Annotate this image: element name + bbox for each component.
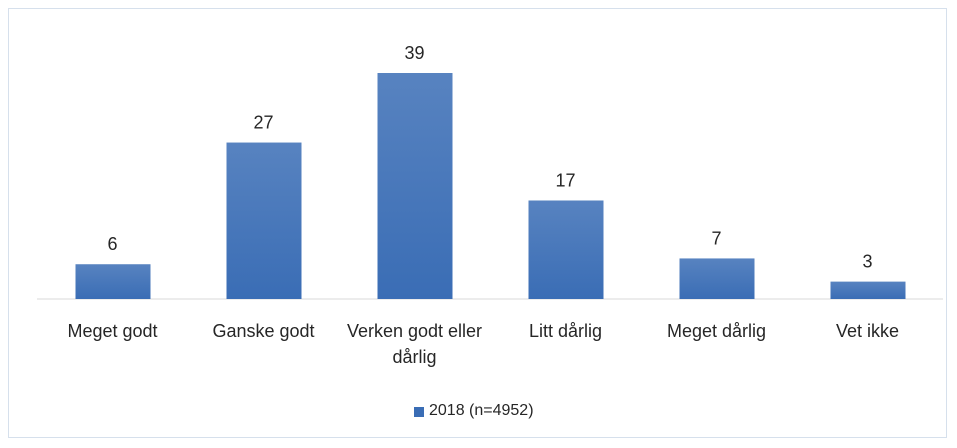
bar: [377, 73, 453, 299]
value-label: 3: [862, 252, 872, 272]
bar: [75, 264, 151, 299]
bar: [830, 281, 906, 299]
x-tick-label: Meget godt: [67, 321, 158, 341]
value-label: 39: [404, 43, 424, 63]
value-label: 7: [711, 228, 721, 248]
bar: [679, 258, 755, 299]
value-label: 17: [555, 170, 575, 190]
x-tick-label: Ganske godt: [212, 321, 315, 341]
x-tick-label: Litt dårlig: [528, 321, 603, 341]
legend-label: 2018 (n=4952): [429, 402, 534, 419]
value-label: 6: [107, 234, 117, 254]
x-tick-label: Meget dårlig: [666, 321, 767, 341]
x-tick-label: Verken godt eller dårlig: [346, 321, 483, 367]
bar: [226, 142, 302, 299]
bar: [528, 200, 604, 299]
x-tick-label: Vet ikke: [835, 321, 900, 341]
value-label: 27: [253, 113, 273, 133]
legend-swatch: [414, 407, 424, 417]
chart-frame: [8, 8, 947, 438]
